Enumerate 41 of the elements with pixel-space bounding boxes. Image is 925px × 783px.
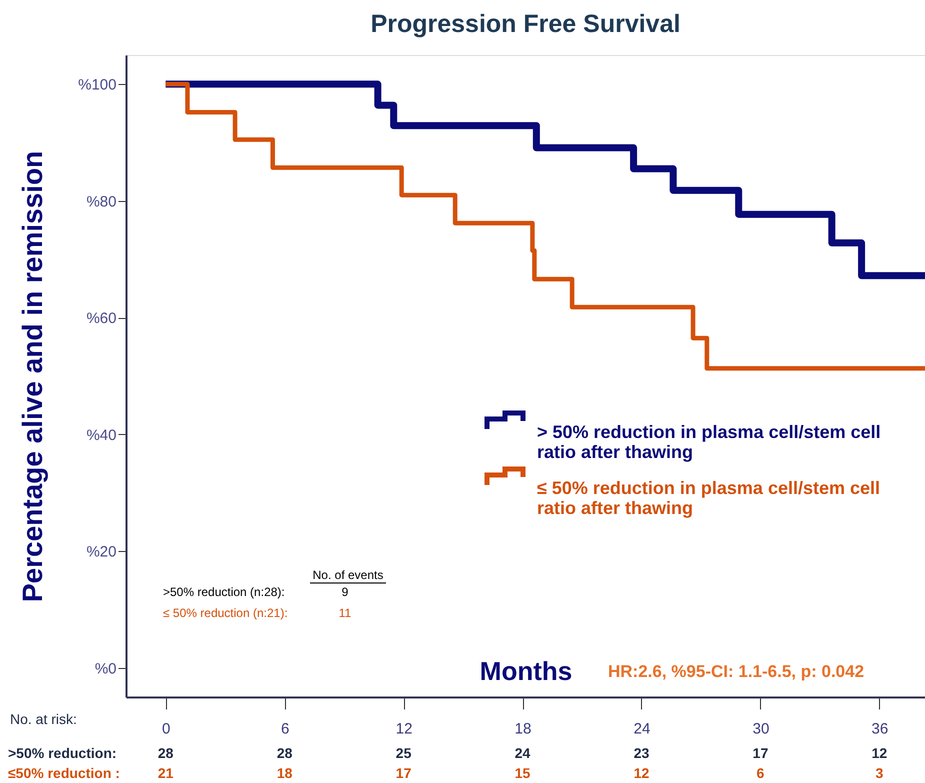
text: 15	[514, 765, 531, 781]
text: 17	[396, 765, 412, 781]
text: > 50% reduction in plasma cell/stem cell ratio after thawing	[537, 422, 881, 462]
text: 3	[876, 765, 884, 781]
text: ≤ 50% reduction in plasma cell/stem cell ratio after thawing	[537, 478, 880, 518]
y-tick-label: %20	[86, 544, 116, 561]
text: 21	[158, 765, 174, 781]
x-tick-label: 12	[396, 720, 412, 738]
text: 28	[276, 745, 293, 761]
text: 23	[634, 745, 650, 761]
text: 12	[634, 765, 650, 781]
y-tick-label: %40	[86, 426, 116, 444]
y-tick-label: %0	[94, 660, 116, 678]
text: 25	[396, 745, 412, 761]
text: No. at risk:	[10, 711, 77, 727]
annotation: ≤ 50% reduction (n:21):	[163, 606, 288, 620]
y-tick-label: %60	[86, 310, 116, 328]
chart-title: Progression Free Survival	[370, 10, 680, 38]
text: ≤50% reduction :	[8, 765, 120, 781]
y-axis-title: Percentage alive and in remission	[17, 150, 48, 602]
text: 6	[756, 765, 765, 781]
x-tick-label: 18	[514, 720, 532, 738]
x-tick-label: 30	[752, 720, 770, 738]
x-tick-label: 6	[280, 720, 290, 738]
text: 18	[276, 765, 293, 781]
text: 17	[752, 745, 768, 761]
annotation: No. of events	[312, 568, 384, 582]
x-tick-label: 0	[162, 720, 170, 738]
x-tick-label: 36	[872, 720, 888, 738]
text: >50% reduction:	[8, 745, 117, 761]
annotation: 11	[338, 606, 352, 620]
annotation: >50% reduction (n:28):	[163, 585, 285, 599]
y-tick-label: %80	[86, 193, 116, 210]
x-tick-label: 24	[634, 720, 650, 738]
x-axis-title: Months	[480, 656, 572, 686]
text: 12	[872, 745, 888, 761]
annotation: 9	[342, 585, 349, 599]
annotation: HR:2.6, %95-CI: 1.1-6.5, p: 0.042	[608, 662, 864, 681]
text: 24	[514, 745, 531, 761]
text: 28	[158, 745, 174, 761]
y-tick-label: %100	[78, 76, 116, 94]
